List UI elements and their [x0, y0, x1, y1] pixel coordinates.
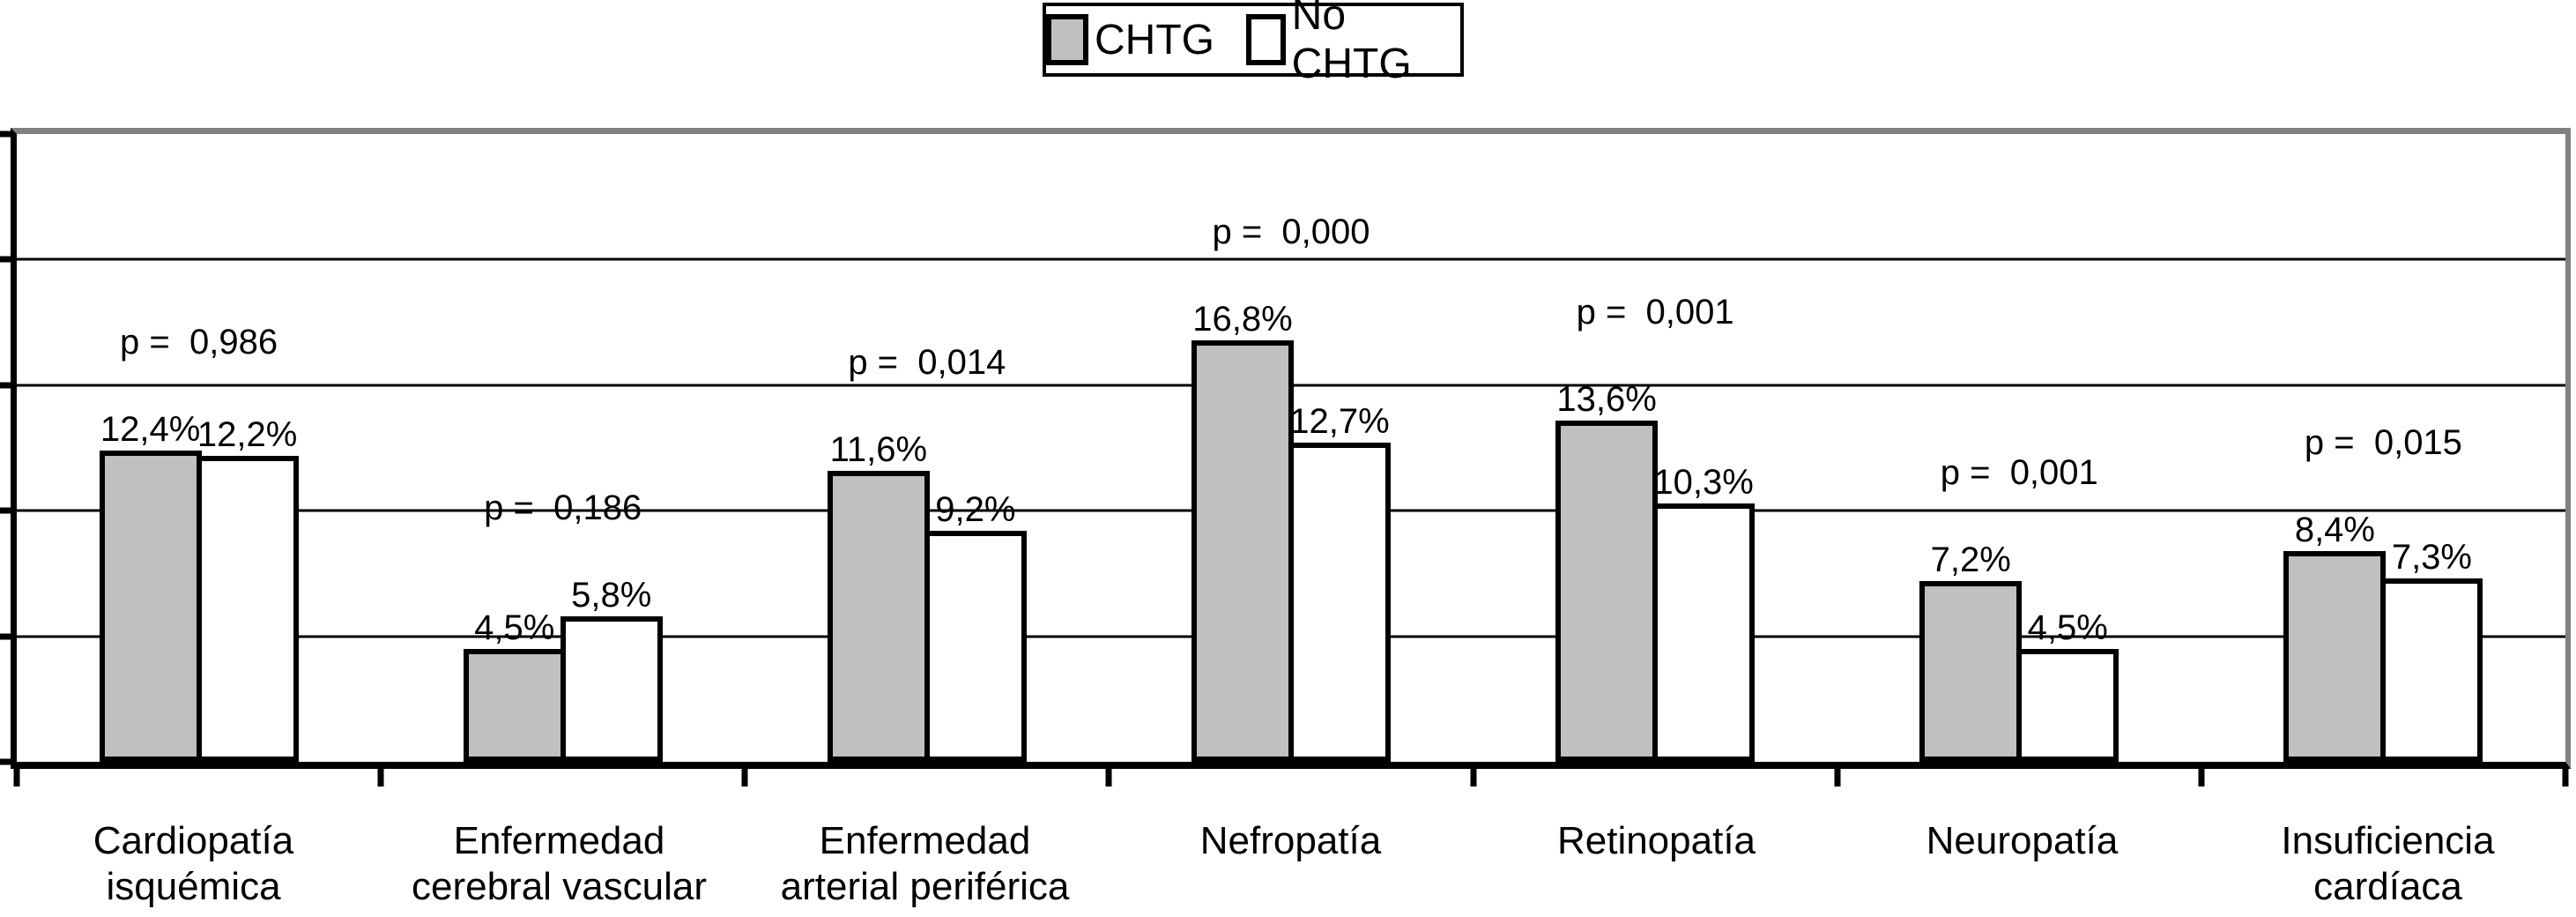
plot-inner: 12,4% 12,2% p = 0,986 4,5% 5,8% p = 0,186 11,6…	[0, 130, 2569, 787]
x-axis-tick	[1834, 769, 1841, 787]
bar-value-label: 7,2%	[1930, 540, 2011, 579]
bar-chtg: 16,8%	[1191, 300, 1294, 762]
y-axis-tick	[0, 382, 11, 389]
bar-value-label: 9,2%	[935, 489, 1016, 529]
category-group: 11,6% 9,2% p = 0,014	[745, 134, 1109, 762]
bar-chtg: 12,4%	[99, 410, 202, 762]
category-label-line: Cardiopatía	[93, 819, 294, 862]
category-label-line: Retinopatía	[1556, 819, 1756, 862]
category-label-line: cardíaca	[2313, 865, 2462, 908]
p-value-label: p = 0,014	[848, 342, 1006, 382]
x-axis-tick	[2562, 769, 2569, 787]
bar-chtg: 8,4%	[2283, 511, 2387, 762]
x-axis-tick	[2198, 769, 2205, 787]
legend-entry-chtg: CHTG	[1046, 14, 1214, 65]
legend-entry-no-chtg: No CHTG	[1245, 0, 1460, 88]
bar-pair: 8,4% 7,3%	[2201, 134, 2565, 762]
category-group: 16,8% 12,7% p = 0,000	[1109, 134, 1473, 762]
p-value-label: p = 0,000	[1212, 212, 1370, 251]
bar-value-label: 16,8%	[1192, 299, 1293, 339]
category-label: Retinopatía	[1474, 818, 1839, 910]
bar-value-label: 12,7%	[1289, 402, 1390, 442]
category-label-line: arterial periférica	[780, 865, 1070, 908]
category-label: Nefropatía	[1108, 818, 1474, 910]
p-value-label: p = 0,015	[2304, 423, 2462, 463]
y-axis-tick	[0, 507, 11, 514]
x-axis-tick	[1470, 769, 1477, 787]
bar-no-chtg: 5,8%	[560, 576, 663, 762]
y-axis-tick	[0, 633, 11, 640]
bar-value-label: 4,5%	[474, 608, 555, 647]
p-value-label: p = 0,986	[120, 323, 278, 362]
category-label: Enfermedad arterial periférica	[742, 818, 1108, 910]
p-value-label: p = 0,001	[1576, 293, 1734, 332]
category-label-line: Neuropatía	[1926, 819, 2119, 862]
category-label-line: cerebral vascular	[411, 865, 708, 908]
category-group: 8,4% 7,3% p = 0,015	[2201, 134, 2565, 762]
p-value-label: p = 0,186	[484, 488, 642, 528]
bar-chtg: 11,6%	[827, 430, 930, 762]
category-axis-labels: Cardiopatía isquémica Enfermedad cerebral v…	[11, 818, 2571, 910]
bar-value-label: 8,4%	[2294, 510, 2375, 549]
bar-pair: 4,5% 5,8%	[381, 134, 745, 762]
bar-value-label: 4,5%	[2027, 608, 2108, 647]
bar-value-label: 12,4%	[100, 409, 201, 449]
category-group: 4,5% 5,8% p = 0,186	[381, 134, 745, 762]
x-axis-tick	[377, 769, 384, 787]
y-axis-tick	[0, 130, 11, 138]
category-label: Cardiopatía isquémica	[11, 818, 376, 910]
bar-no-chtg: 12,7%	[1288, 402, 1391, 762]
bar-pair: 12,4% 12,2%	[17, 134, 381, 762]
category-group: 7,2% 4,5% p = 0,001	[1837, 134, 2201, 762]
category-label: Enfermedad cerebral vascular	[376, 818, 742, 910]
bar-no-chtg: 4,5%	[2016, 608, 2119, 762]
bar-value-label: 7,3%	[2391, 538, 2472, 578]
bar-no-chtg: 7,3%	[2380, 538, 2483, 762]
x-axis-tick	[13, 769, 20, 787]
gridline	[17, 257, 2565, 261]
y-axis-tick	[0, 256, 11, 263]
bar-value-label: 10,3%	[1653, 462, 1754, 502]
bar-no-chtg: 9,2%	[924, 490, 1027, 762]
bar-no-chtg: 12,2%	[196, 415, 299, 762]
bar-value-label: 12,2%	[197, 414, 298, 454]
bar-value-label: 5,8%	[571, 575, 652, 615]
bar-pair: 13,6% 10,3%	[1474, 134, 1837, 762]
category-label: Insuficiencia cardíaca	[2205, 818, 2571, 910]
bar-no-chtg: 10,3%	[1652, 463, 1756, 762]
category-label-line: Enfermedad	[819, 819, 1031, 862]
x-axis-tick	[741, 769, 748, 787]
bar-pair: 7,2% 4,5%	[1837, 134, 2201, 762]
bar-value-label: 13,6%	[1556, 379, 1657, 419]
bar-value-label: 11,6%	[829, 429, 928, 469]
y-axis-tick	[0, 758, 11, 765]
category-label: Neuropatía	[1839, 818, 2205, 910]
legend-swatch-no-chtg-icon	[1245, 14, 1286, 65]
bar-pair: 11,6% 9,2%	[745, 134, 1109, 762]
bar-chtg: 4,5%	[463, 608, 566, 762]
bar-chtg: 13,6%	[1555, 380, 1659, 762]
category-label-line: Enfermedad	[453, 819, 665, 862]
category-label-line: Nefropatía	[1199, 819, 1382, 862]
legend-label-chtg: CHTG	[1095, 16, 1214, 63]
bar-chtg: 7,2%	[1919, 541, 2023, 762]
category-label-line: isquémica	[106, 865, 281, 908]
bar-pair: 16,8% 12,7%	[1109, 134, 1473, 762]
category-label-line: Insuficiencia	[2281, 819, 2495, 862]
legend: CHTG No CHTG	[1043, 0, 1464, 87]
category-group: 13,6% 10,3% p = 0,001	[1474, 134, 1837, 762]
x-axis-tick	[1105, 769, 1112, 787]
category-group: 12,4% 12,2% p = 0,986	[17, 134, 381, 762]
legend-swatch-chtg-icon	[1046, 14, 1088, 65]
plot-area: 12,4% 12,2% p = 0,986 4,5% 5,8% p = 0,186 11,6…	[0, 128, 2571, 787]
legend-label-no-chtg: No CHTG	[1291, 0, 1412, 87]
p-value-label: p = 0,001	[1940, 453, 2098, 493]
